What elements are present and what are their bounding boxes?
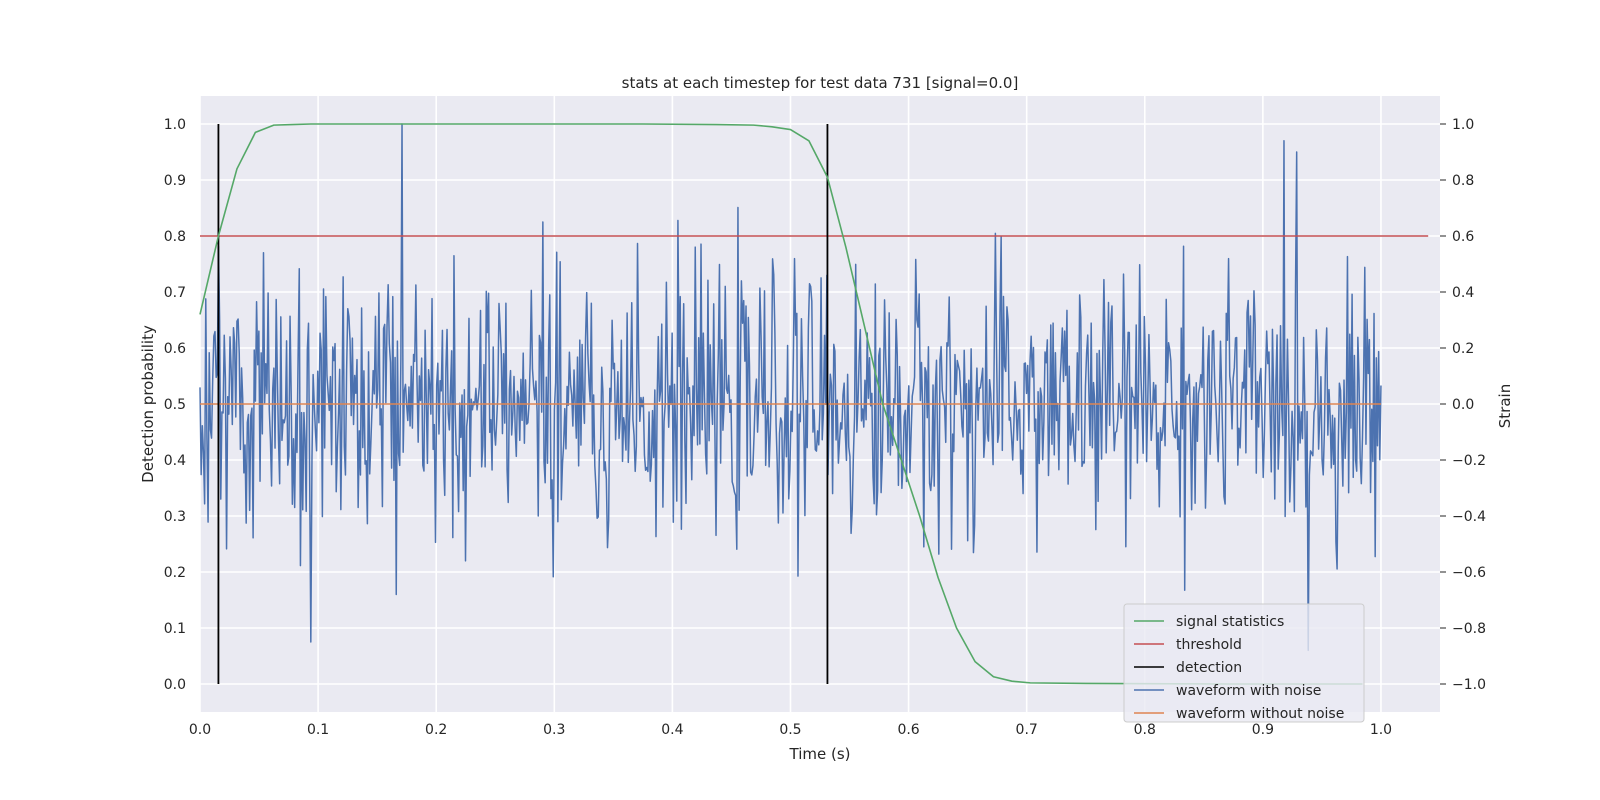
y-right-tick-label: −0.8 (1452, 621, 1486, 637)
x-tick-label: 0.4 (661, 722, 683, 738)
legend-box (1123, 603, 1365, 723)
y-left-tick-label: 0.2 (164, 565, 186, 581)
legend: signal statistics threshold detection wavef… (1123, 603, 1365, 723)
y-left-tick-label: 0.6 (164, 341, 186, 357)
y-right-tick-label: −1.0 (1452, 677, 1486, 693)
y-right-tick-label: 0.8 (1452, 173, 1474, 189)
x-axis-ticks: 0.0 0.1 0.2 0.3 0.4 0.5 0.6 0.7 0.8 0.9 1.0 (189, 722, 1392, 738)
y-left-tick-label: 1.0 (164, 117, 186, 133)
y-left-tick-label: 0.3 (164, 509, 186, 525)
y-left-tick-label: 0.7 (164, 285, 186, 301)
y-right-tick-label: 0.0 (1452, 397, 1474, 413)
y-left-tick-label: 0.9 (164, 173, 186, 189)
y-right-tick-label: 0.6 (1452, 229, 1474, 245)
y-right-tick-label: −0.4 (1452, 509, 1486, 525)
x-tick-label: 0.0 (189, 722, 211, 738)
y-right-tick-label: 0.2 (1452, 341, 1474, 357)
x-tick-label: 0.9 (1252, 722, 1274, 738)
series-signal-statistics (199, 123, 1363, 685)
y-right-tick-label: −0.2 (1452, 453, 1486, 469)
chart-title: stats at each timestep for test data 731… (622, 74, 1019, 92)
legend-label: signal statistics (1176, 614, 1284, 630)
x-tick-label: 0.3 (543, 722, 565, 738)
y-left-tick-label: 0.4 (164, 453, 186, 469)
y-left-tick-label: 0.1 (164, 621, 186, 637)
x-tick-label: 0.5 (779, 722, 801, 738)
y-left-tick-label: 0.0 (164, 677, 186, 693)
y-right-tick-label: −0.6 (1452, 565, 1486, 581)
x-tick-label: 0.2 (425, 722, 447, 738)
y-left-tick-label: 0.5 (164, 397, 186, 413)
y-left-axis-ticks: 0.0 0.1 0.2 0.3 0.4 0.5 0.6 0.7 0.8 0.9 1.0 (164, 117, 186, 693)
y-right-tick-label: 1.0 (1452, 117, 1474, 133)
x-tick-label: 0.1 (307, 722, 329, 738)
y-left-axis-label: Detection probability (139, 325, 157, 483)
y-right-axis-label: Strain (1496, 384, 1514, 428)
legend-label: waveform without noise (1176, 706, 1344, 722)
legend-label: detection (1176, 660, 1242, 676)
x-tick-label: 0.6 (897, 722, 919, 738)
x-axis-label: Time (s) (789, 745, 851, 763)
y-right-axis-ticks: −1.0 −0.8 −0.6 −0.4 −0.2 0.0 0.2 0.4 0.6 0.8 1.0 (1440, 117, 1486, 693)
x-tick-label: 0.8 (1134, 722, 1156, 738)
y-left-tick-label: 0.8 (164, 229, 186, 245)
x-tick-label: 1.0 (1370, 722, 1392, 738)
legend-items: signal statistics threshold detection wavef… (1134, 614, 1344, 722)
y-right-tick-label: 0.4 (1452, 285, 1474, 301)
legend-label: threshold (1176, 637, 1242, 653)
series-waveform-with-noise (199, 123, 1382, 652)
series-layer (199, 123, 1429, 685)
x-tick-label: 0.7 (1016, 722, 1038, 738)
legend-label: waveform with noise (1176, 683, 1321, 699)
